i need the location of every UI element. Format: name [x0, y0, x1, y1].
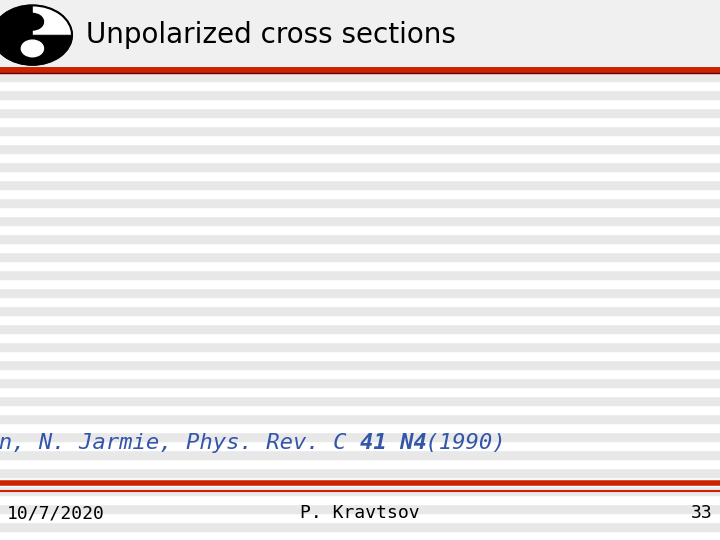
Bar — [0, 513, 720, 522]
Bar — [0, 72, 720, 81]
Bar — [0, 207, 720, 216]
Circle shape — [22, 40, 43, 57]
Bar — [0, 333, 720, 342]
Circle shape — [0, 5, 72, 65]
Bar — [0, 36, 720, 45]
Bar — [0, 261, 720, 270]
Bar — [0, 396, 720, 405]
Circle shape — [22, 14, 43, 30]
Text: 41 N4: 41 N4 — [360, 433, 427, 453]
Bar — [0, 531, 720, 540]
Bar — [0, 342, 720, 351]
Bar — [0, 423, 720, 432]
Bar — [0, 27, 720, 36]
Bar — [0, 9, 720, 18]
Bar — [0, 432, 720, 441]
Bar — [0, 54, 720, 63]
Bar — [0, 144, 720, 153]
Bar — [0, 63, 720, 72]
Bar — [0, 180, 720, 189]
Bar — [0, 45, 720, 54]
Bar — [0, 441, 720, 450]
Bar — [0, 306, 720, 315]
Bar — [0, 81, 720, 90]
Bar — [0, 522, 720, 531]
Bar — [0, 90, 720, 99]
Bar — [0, 477, 720, 486]
Bar — [0, 504, 720, 513]
Text: R. E. Brown, N. Jarmie, Phys. Rev. C: R. E. Brown, N. Jarmie, Phys. Rev. C — [0, 433, 360, 453]
Bar — [0, 0, 720, 70]
Bar — [0, 351, 720, 360]
Wedge shape — [32, 5, 72, 35]
Text: Unpolarized cross sections: Unpolarized cross sections — [86, 21, 456, 49]
Text: P. Kravtsov: P. Kravtsov — [300, 504, 420, 522]
Bar — [0, 369, 720, 378]
Bar — [0, 198, 720, 207]
Bar — [0, 117, 720, 126]
Bar — [0, 324, 720, 333]
Bar — [0, 495, 720, 504]
Bar — [0, 99, 720, 108]
Bar — [0, 279, 720, 288]
Bar — [0, 405, 720, 414]
Bar — [0, 486, 720, 495]
Bar — [0, 0, 720, 9]
Text: 33: 33 — [691, 504, 713, 522]
Bar — [0, 252, 720, 261]
Bar — [0, 171, 720, 180]
Bar — [0, 378, 720, 387]
Bar — [0, 243, 720, 252]
Bar — [0, 18, 720, 27]
Bar — [0, 360, 720, 369]
Bar — [0, 387, 720, 396]
Bar — [0, 414, 720, 423]
Bar — [0, 297, 720, 306]
Bar — [0, 189, 720, 198]
Bar — [0, 270, 720, 279]
Text: (1990): (1990) — [412, 433, 505, 453]
Bar — [0, 108, 720, 117]
Bar — [0, 288, 720, 297]
Bar — [0, 126, 720, 135]
Bar — [0, 135, 720, 144]
Bar — [0, 315, 720, 324]
Bar — [0, 459, 720, 468]
Bar — [0, 450, 720, 459]
Bar — [0, 234, 720, 243]
Text: 10/7/2020: 10/7/2020 — [7, 504, 105, 522]
Bar — [0, 468, 720, 477]
Bar — [0, 153, 720, 162]
Bar — [0, 216, 720, 225]
Bar — [0, 225, 720, 234]
Bar — [0, 162, 720, 171]
